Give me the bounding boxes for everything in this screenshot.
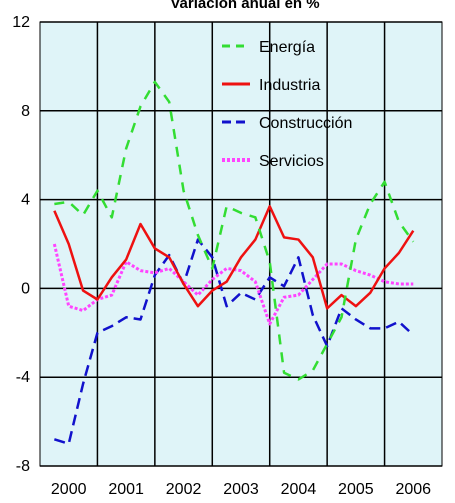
legend-label: Industria (259, 77, 320, 94)
legend: Energía Industria Construcción Servicios (222, 39, 352, 170)
x-tick-label: 2006 (395, 481, 431, 498)
y-tick-label: 8 (21, 103, 30, 120)
x-tick-label: 2005 (338, 481, 374, 498)
legend-label: Construcción (259, 115, 352, 132)
plot-area (39, 21, 443, 467)
y-tick-label: 12 (12, 14, 30, 31)
y-tick-label: -4 (16, 369, 30, 386)
chart-title: Variación anual en % (170, 0, 319, 12)
series-line-industria (53, 205, 415, 310)
series-lines (52, 80, 415, 446)
legend-label: Energía (259, 39, 315, 56)
gridlines (40, 21, 442, 467)
legend-label: Servicios (259, 153, 324, 170)
y-tick-label: 4 (21, 192, 30, 209)
series-line-construcción (53, 238, 415, 446)
x-tick-label: 2000 (51, 481, 87, 498)
x-tick-label: 2001 (108, 481, 144, 498)
x-tick-label: 2003 (223, 481, 259, 498)
y-tick-label: -8 (16, 458, 30, 475)
x-tick-label: 2002 (166, 481, 202, 498)
x-tick-label: 2004 (281, 481, 317, 498)
series-line-energía (54, 80, 415, 381)
y-tick-label: 0 (21, 280, 30, 297)
y-axis-ticks: 12 8 4 0 -4 -8 (12, 14, 30, 475)
x-axis-ticks: 2000 2001 2002 2003 2004 2005 2006 (51, 481, 431, 498)
